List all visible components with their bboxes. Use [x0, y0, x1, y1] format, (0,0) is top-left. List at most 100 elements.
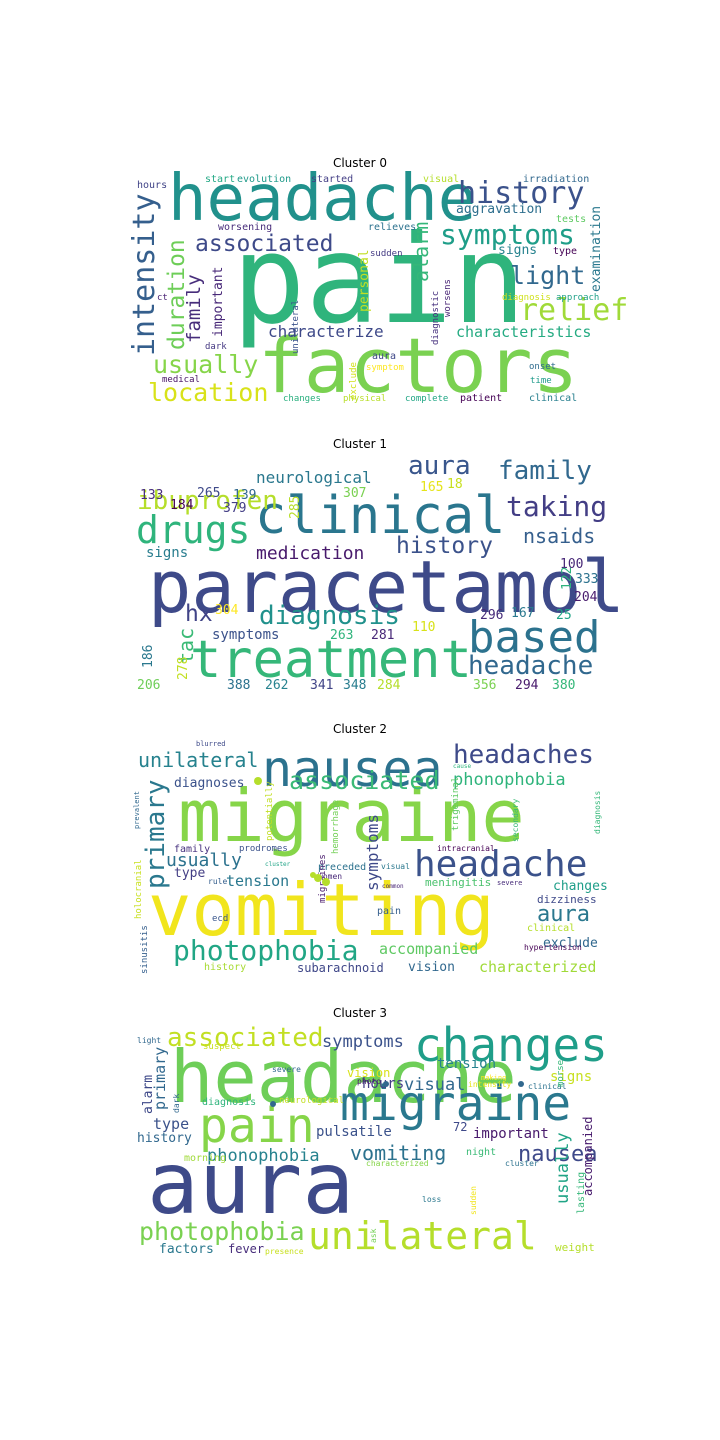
cluster-3-word: weight — [555, 1241, 595, 1254]
cluster-2-word: primary — [141, 779, 171, 889]
cluster-0-word: type — [553, 246, 577, 257]
cluster-2-word: diagnoses — [174, 776, 244, 791]
cluster-0-word: headache — [168, 162, 476, 236]
cluster-3-word: history — [137, 1131, 192, 1146]
cluster-1-word: neurological — [256, 468, 372, 487]
cluster-0-word: approach — [556, 293, 599, 303]
cluster-3-word: important — [473, 1126, 549, 1142]
cluster-0-word: important — [211, 267, 226, 337]
cluster-1-word: 265 — [197, 486, 220, 501]
cluster-3-word: loss — [422, 1195, 441, 1204]
cluster-2-word: unilateral — [138, 748, 258, 772]
cluster-0-word: symptoms — [440, 218, 575, 251]
cluster-2-word: photophobia — [173, 934, 358, 967]
cluster-2-word: prodromes — [239, 844, 288, 854]
cluster-2-word: ecd — [212, 914, 228, 924]
cluster-1-word: drugs — [136, 508, 250, 552]
cluster-0-word: symptom — [366, 363, 404, 373]
cluster-3-word: clinical — [528, 1082, 567, 1091]
cluster-3-word: neurological — [279, 1096, 344, 1106]
cluster-2-word: exclude — [543, 936, 598, 951]
cluster-2-word: vomiting — [148, 868, 495, 952]
cluster-0-word: tests — [556, 214, 586, 225]
cluster-2-dot — [310, 872, 316, 878]
cluster-0-word: examination — [589, 206, 604, 292]
cluster-1-word: 184 — [170, 498, 194, 513]
cluster-0-word: complete — [405, 394, 448, 404]
cluster-3-word: cluster — [505, 1159, 539, 1168]
cluster-0-word: start — [205, 174, 235, 185]
cluster-3-word: signs — [550, 1069, 592, 1085]
cluster-0-word: family — [183, 274, 205, 343]
cluster-3-word: photophobia — [139, 1217, 305, 1246]
cluster-2-word: common — [382, 883, 404, 890]
cluster-2-word: associated — [289, 766, 440, 795]
cluster-2-cloud: migraine vomiting nausea headaches headache p… — [133, 740, 608, 976]
cluster-1-word: clinical — [255, 486, 505, 546]
cluster-3-word: severe — [272, 1065, 301, 1074]
cluster-0-word: worsening — [218, 222, 272, 233]
cluster-3-word: presence — [265, 1247, 304, 1256]
cluster-3-word: changes — [414, 1018, 608, 1072]
cluster-3-word: diagnosis — [202, 1097, 256, 1108]
cluster-1-word: aura — [408, 451, 471, 481]
cluster-2-word: blurred — [196, 740, 226, 748]
cluster-2-word: cause — [453, 763, 471, 770]
cluster-3-word: tension — [437, 1056, 496, 1072]
cluster-1-word: 165 — [420, 480, 443, 495]
cluster-2-word: history — [204, 962, 246, 973]
cluster-3-word: pain — [199, 1098, 315, 1154]
cluster-3-word: accompanied — [581, 1117, 595, 1196]
cluster-2-title: Cluster 2 — [332, 722, 388, 736]
cluster-0-word: associated — [195, 231, 333, 257]
cluster-0-word: visual — [423, 174, 459, 185]
cluster-1-word: hx — [185, 601, 213, 627]
cluster-1-word: 204 — [574, 590, 598, 605]
cluster-1-word: 341 — [310, 678, 333, 693]
cluster-0-word: relief — [520, 293, 628, 328]
cluster-1-word: 296 — [480, 608, 503, 623]
cluster-2-word: migraine — [178, 774, 525, 858]
cluster-2-word: headaches — [453, 740, 594, 770]
cluster-3-word: morse — [556, 1060, 566, 1087]
cluster-3-word: intensity — [468, 1080, 512, 1089]
cluster-2-word: subarachnoid — [297, 961, 384, 975]
cluster-1-word: 186 — [141, 645, 156, 668]
cluster-1-word: 110 — [412, 620, 435, 635]
cluster-0-word: alarm — [409, 222, 433, 282]
cluster-1-word: 356 — [473, 678, 496, 693]
cluster-1-word: 380 — [552, 678, 575, 693]
cluster-1-word: tac — [174, 628, 198, 664]
cluster-2-word: prevalent — [133, 791, 141, 829]
cluster-0-word: location — [148, 378, 268, 407]
cluster-3-dot — [270, 1101, 276, 1107]
cluster-0-title: Cluster 0 — [332, 156, 388, 170]
cluster-1-word: 122 — [560, 567, 575, 590]
cluster-3-word: symptoms — [322, 1032, 404, 1052]
cluster-2-word: cluster — [265, 861, 291, 868]
cluster-0-word: pain — [232, 209, 526, 351]
cluster-3-word: nausea — [518, 1142, 597, 1167]
cluster-2-word: intracranial — [437, 844, 495, 853]
cluster-0-word: evolution — [237, 174, 291, 185]
cluster-1-word: treatment — [190, 630, 472, 690]
cluster-1-word: 18 — [447, 477, 463, 492]
cluster-3-word: ask — [369, 1228, 378, 1243]
cluster-0-word: changes — [283, 394, 321, 404]
cluster-0-word: aggravation — [456, 202, 542, 217]
cluster-3-word: primary — [151, 1047, 169, 1110]
cluster-2-word: aura — [537, 902, 590, 927]
cluster-2-word: tension — [226, 872, 289, 890]
cluster-1-word: signs — [146, 545, 188, 561]
cluster-2-word: usually — [166, 850, 242, 871]
cluster-0-word: patient — [460, 393, 502, 404]
cluster-3-word: migraine — [340, 1076, 571, 1132]
cluster-0-word: duration — [164, 239, 190, 350]
cluster-3-word: phonophobia — [207, 1146, 320, 1166]
cluster-2-dot — [254, 777, 262, 785]
cluster-3-dot — [518, 1081, 524, 1087]
cluster-0-word: relieves — [368, 222, 416, 233]
cluster-2-dot — [314, 874, 322, 882]
